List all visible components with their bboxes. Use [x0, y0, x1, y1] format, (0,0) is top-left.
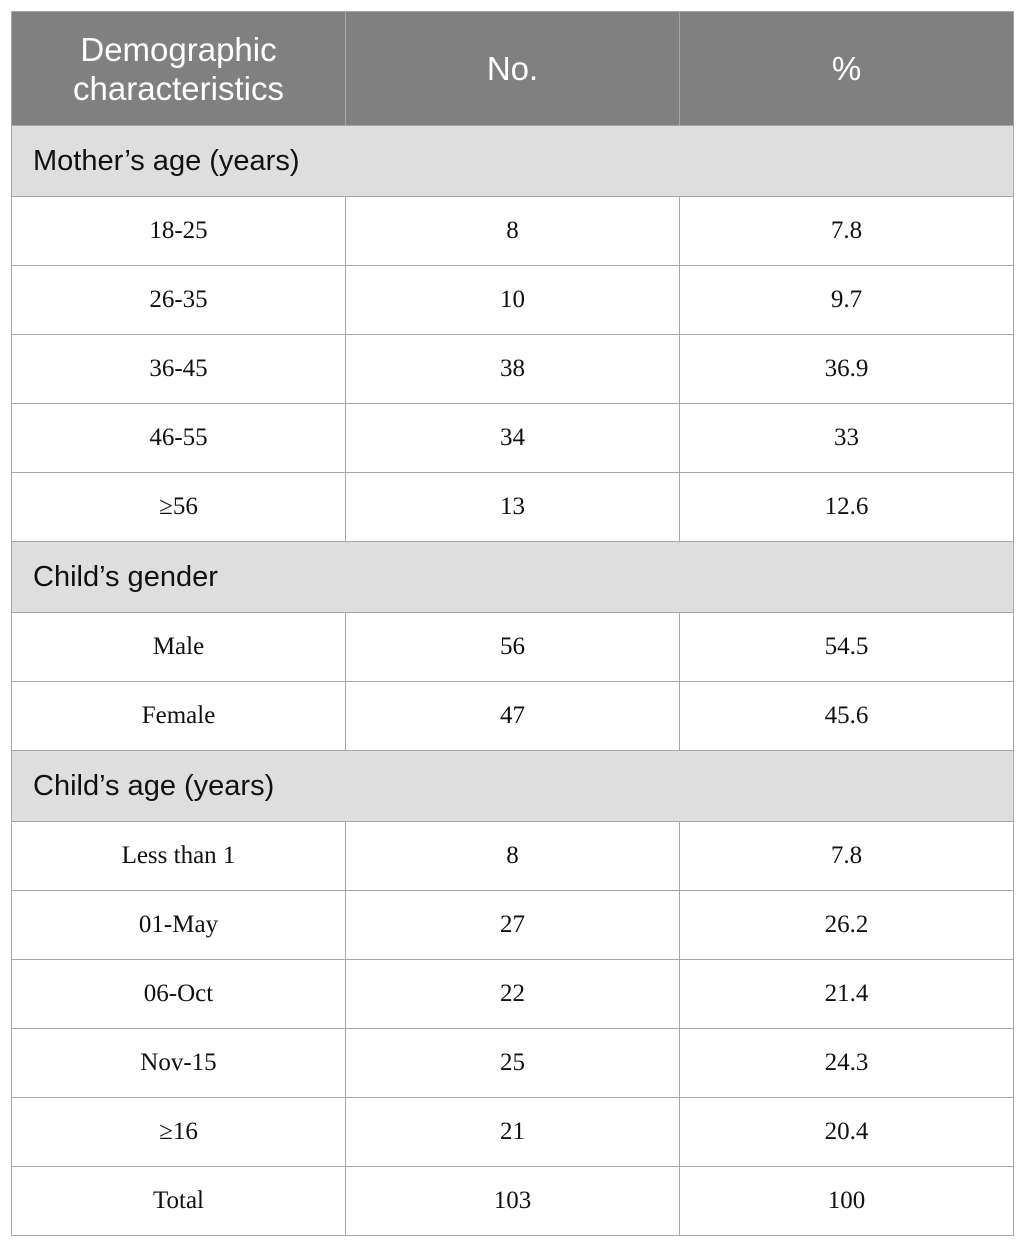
row-label: 06-Oct [11, 959, 346, 1029]
row-percent: 45.6 [679, 681, 1014, 751]
table-row: Nov-15 25 24.3 [11, 1028, 1014, 1098]
section-childs-gender: Child’s gender [11, 541, 1014, 613]
section-childs-age: Child’s age (years) [11, 750, 1014, 822]
row-label: Nov-15 [11, 1028, 346, 1098]
header-percent: % [679, 11, 1014, 126]
row-label: 26-35 [11, 265, 346, 335]
table-row: 06-Oct 22 21.4 [11, 959, 1014, 1029]
row-label: 46-55 [11, 403, 346, 473]
table-row: Less than 1 8 7.8 [11, 821, 1014, 891]
row-count: 27 [345, 890, 680, 960]
row-count: 56 [345, 612, 680, 682]
table-row: 36-45 38 36.9 [11, 334, 1014, 404]
table-row: 18-25 8 7.8 [11, 196, 1014, 266]
header-demographic-characteristics: Demographic characteristics [11, 11, 346, 126]
row-label: Female [11, 681, 346, 751]
row-percent: 26.2 [679, 890, 1014, 960]
table-row: 01-May 27 26.2 [11, 890, 1014, 960]
row-percent: 9.7 [679, 265, 1014, 335]
row-label: 36-45 [11, 334, 346, 404]
row-count: 21 [345, 1097, 680, 1167]
row-percent: 54.5 [679, 612, 1014, 682]
table-row: Male 56 54.5 [11, 612, 1014, 682]
row-label: ≥56 [11, 472, 346, 542]
row-count: 47 [345, 681, 680, 751]
header-count: No. [345, 11, 680, 126]
row-percent: 20.4 [679, 1097, 1014, 1167]
row-label: Male [11, 612, 346, 682]
row-count: 10 [345, 265, 680, 335]
row-label: 01-May [11, 890, 346, 960]
row-count: 38 [345, 334, 680, 404]
table-row: ≥56 13 12.6 [11, 472, 1014, 542]
table-row: Female 47 45.6 [11, 681, 1014, 751]
section-title: Child’s gender [11, 541, 1014, 613]
section-mothers-age: Mother’s age (years) [11, 125, 1014, 197]
row-label: 18-25 [11, 196, 346, 266]
row-label: Less than 1 [11, 821, 346, 891]
row-percent: 36.9 [679, 334, 1014, 404]
total-count: 103 [345, 1166, 680, 1236]
row-percent: 7.8 [679, 821, 1014, 891]
total-percent: 100 [679, 1166, 1014, 1236]
row-count: 34 [345, 403, 680, 473]
row-count: 8 [345, 196, 680, 266]
total-label: Total [11, 1166, 346, 1236]
row-percent: 24.3 [679, 1028, 1014, 1098]
row-percent: 21.4 [679, 959, 1014, 1029]
row-percent: 7.8 [679, 196, 1014, 266]
row-percent: 33 [679, 403, 1014, 473]
table-row: 46-55 34 33 [11, 403, 1014, 473]
row-label: ≥16 [11, 1097, 346, 1167]
total-row: Total 103 100 [11, 1166, 1014, 1236]
section-title: Mother’s age (years) [11, 125, 1014, 197]
row-count: 13 [345, 472, 680, 542]
section-title: Child’s age (years) [11, 750, 1014, 822]
row-count: 8 [345, 821, 680, 891]
table-row: 26-35 10 9.7 [11, 265, 1014, 335]
demographics-table: Demographic characteristics No. % Mother… [11, 11, 1014, 1236]
row-count: 25 [345, 1028, 680, 1098]
table-header-row: Demographic characteristics No. % [11, 11, 1014, 126]
row-count: 22 [345, 959, 680, 1029]
table-row: ≥16 21 20.4 [11, 1097, 1014, 1167]
row-percent: 12.6 [679, 472, 1014, 542]
